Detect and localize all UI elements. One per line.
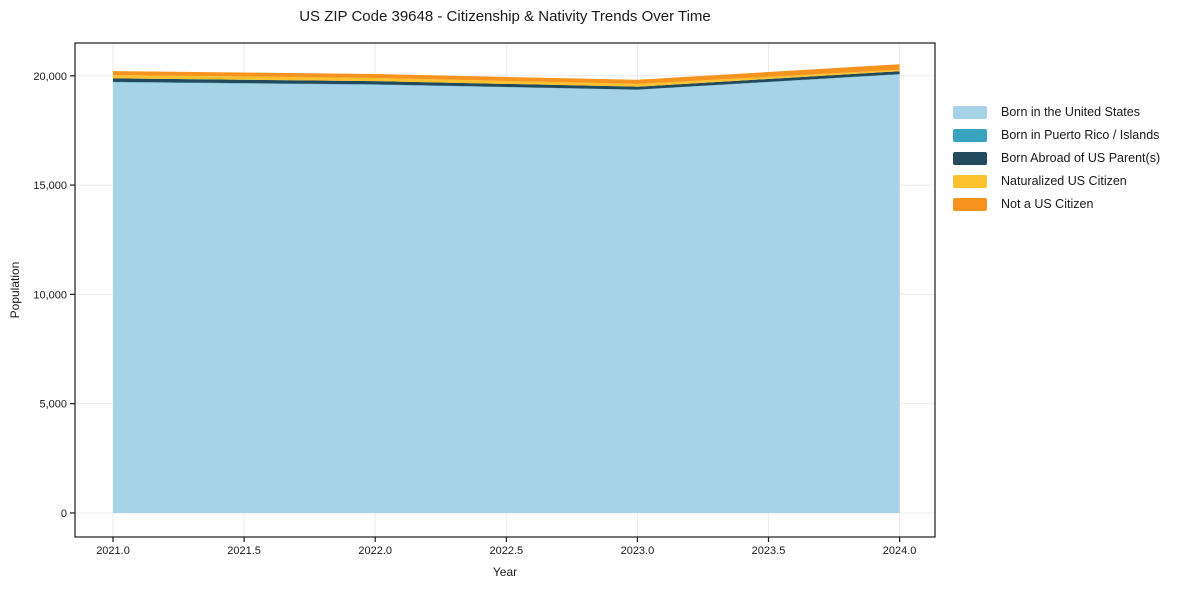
- x-tick-label: 2021.0: [96, 545, 130, 557]
- legend-label: Born Abroad of US Parent(s): [1001, 151, 1161, 165]
- legend-item-born-in-the-united-states: Born in the United States: [953, 106, 1160, 119]
- legend-swatch: [953, 175, 987, 188]
- x-tick-label: 2022.5: [489, 545, 523, 557]
- chart-title: US ZIP Code 39648 - Citizenship & Nativi…: [299, 8, 711, 25]
- legend-swatch: [953, 106, 987, 119]
- area-born-abroad-of-us-parent-s: [113, 71, 900, 90]
- legend-label: Naturalized US Citizen: [1001, 174, 1127, 188]
- area-not-a-us-citizen: [113, 64, 900, 84]
- x-tick-label: 2022.0: [358, 545, 392, 557]
- y-tick-label: 0: [61, 508, 67, 520]
- x-tick-label: 2024.0: [883, 545, 917, 557]
- area-born-in-the-united-states: [113, 74, 900, 513]
- x-tick-label: 2023.5: [752, 545, 786, 557]
- y-tick-label: 10,000: [33, 289, 67, 301]
- legend-swatch: [953, 152, 987, 165]
- x-axis-label: Year: [492, 565, 518, 579]
- legend-swatch: [953, 129, 987, 142]
- legend-item-born-in-puerto-rico-islands: Born in Puerto Rico / Islands: [953, 129, 1160, 142]
- legend: Born in the United States Born in Puerto …: [953, 106, 1160, 211]
- plot-frame: [74, 42, 936, 538]
- legend-item-naturalized-us-citizen: Naturalized US Citizen: [953, 175, 1160, 188]
- legend-label: Born in Puerto Rico / Islands: [1001, 128, 1160, 142]
- x-tick-label: 2023.0: [621, 545, 655, 557]
- y-tick-label: 20,000: [33, 71, 67, 83]
- area-naturalized-us-citizen: [113, 69, 900, 87]
- legend-item-born-abroad-of-us-parent-s: Born Abroad of US Parent(s): [953, 152, 1160, 165]
- y-axis-label: Population: [8, 261, 22, 319]
- legend-label: Not a US Citizen: [1001, 197, 1094, 211]
- y-tick-label: 15,000: [33, 180, 67, 192]
- area-born-in-puerto-rico-islands: [113, 74, 900, 90]
- y-tick-label: 5,000: [39, 399, 67, 411]
- legend-item-not-a-us-citizen: Not a US Citizen: [953, 198, 1160, 211]
- legend-label: Born in the United States: [1001, 105, 1140, 119]
- x-tick-label: 2021.5: [227, 545, 261, 557]
- legend-swatch: [953, 198, 987, 211]
